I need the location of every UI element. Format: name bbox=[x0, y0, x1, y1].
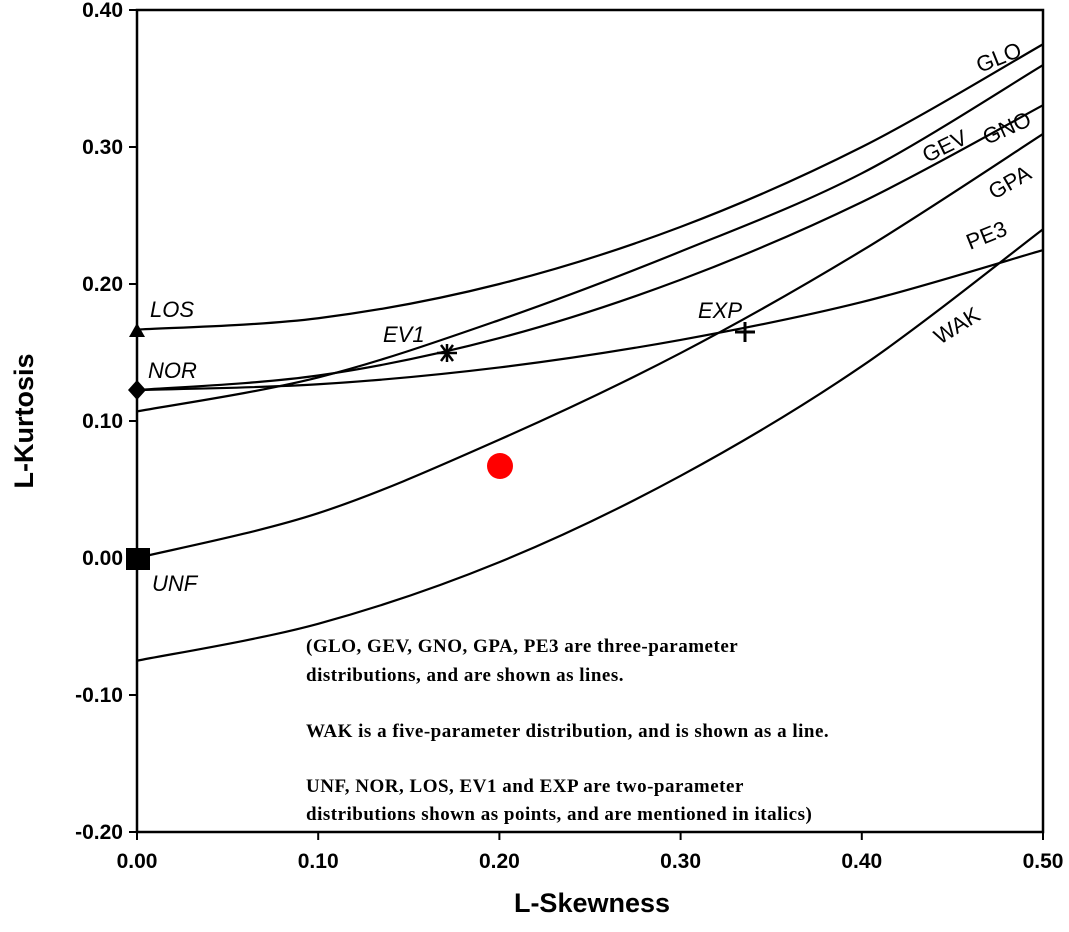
x-tick-label: 0.10 bbox=[298, 850, 339, 873]
y-tick-label: 0.10 bbox=[82, 410, 123, 433]
curve-wak bbox=[136, 228, 1044, 662]
marker-los bbox=[129, 323, 145, 337]
y-tick-label: 0.40 bbox=[82, 0, 123, 22]
curve-label-pe3: PE3 bbox=[963, 216, 1011, 255]
marker-exp bbox=[735, 322, 755, 342]
point-label-los: LOS bbox=[150, 297, 194, 322]
y-tick-label: -0.20 bbox=[75, 821, 123, 844]
y-tick-label: -0.10 bbox=[75, 684, 123, 707]
curve-label-gno: GNO bbox=[979, 106, 1035, 149]
curve-gno bbox=[136, 104, 1044, 392]
x-axis-ticks: 0.00 0.10 0.20 0.30 0.40 0.50 bbox=[117, 832, 1064, 873]
note-line-2: distributions, and are shown as lines. bbox=[306, 665, 624, 686]
curve-label-glo: GLO bbox=[973, 37, 1025, 78]
curve-gev bbox=[136, 64, 1044, 413]
note-line-5: distributions shown as points, and are m… bbox=[306, 804, 812, 825]
marker-unf bbox=[126, 548, 150, 570]
x-tick-label: 0.00 bbox=[117, 850, 158, 873]
note-line-3: WAK is a five-parameter distribution, an… bbox=[306, 721, 829, 742]
sample-point bbox=[487, 453, 513, 479]
note-line-1: (GLO, GEV, GNO, GPA, PE3 are three-param… bbox=[306, 636, 738, 657]
plot-frame bbox=[135, 8, 1045, 834]
y-tick-label: 0.20 bbox=[82, 273, 123, 296]
distribution-curves bbox=[136, 43, 1044, 662]
x-tick-label: 0.40 bbox=[841, 850, 882, 873]
y-axis-title: L-Kurtosis bbox=[9, 354, 39, 489]
curve-pe3 bbox=[136, 248, 1044, 392]
point-label-unf: UNF bbox=[152, 571, 199, 596]
y-axis-ticks: 0.40 0.30 0.20 0.10 0.00 -0.10 -0.20 bbox=[75, 0, 137, 844]
x-axis-title: L-Skewness bbox=[514, 888, 670, 918]
x-tick-label: 0.20 bbox=[479, 850, 520, 873]
point-label-exp: EXP bbox=[698, 298, 742, 323]
y-tick-label: 0.30 bbox=[82, 136, 123, 159]
curve-gpa bbox=[136, 133, 1044, 560]
point-label-ev1: EV1 bbox=[383, 322, 425, 347]
x-tick-label: 0.30 bbox=[660, 850, 701, 873]
marker-ev1 bbox=[437, 344, 457, 362]
curve-label-gev: GEV bbox=[918, 125, 971, 168]
curve-glo bbox=[136, 43, 1044, 331]
y-tick-label: 0.00 bbox=[82, 547, 123, 570]
x-tick-label: 0.50 bbox=[1023, 850, 1064, 873]
marker-nor bbox=[128, 380, 146, 400]
point-label-nor: NOR bbox=[148, 358, 197, 383]
note-line-4: UNF, NOR, LOS, EV1 and EXP are two-param… bbox=[306, 776, 744, 797]
curve-label-wak: WAK bbox=[929, 302, 984, 349]
